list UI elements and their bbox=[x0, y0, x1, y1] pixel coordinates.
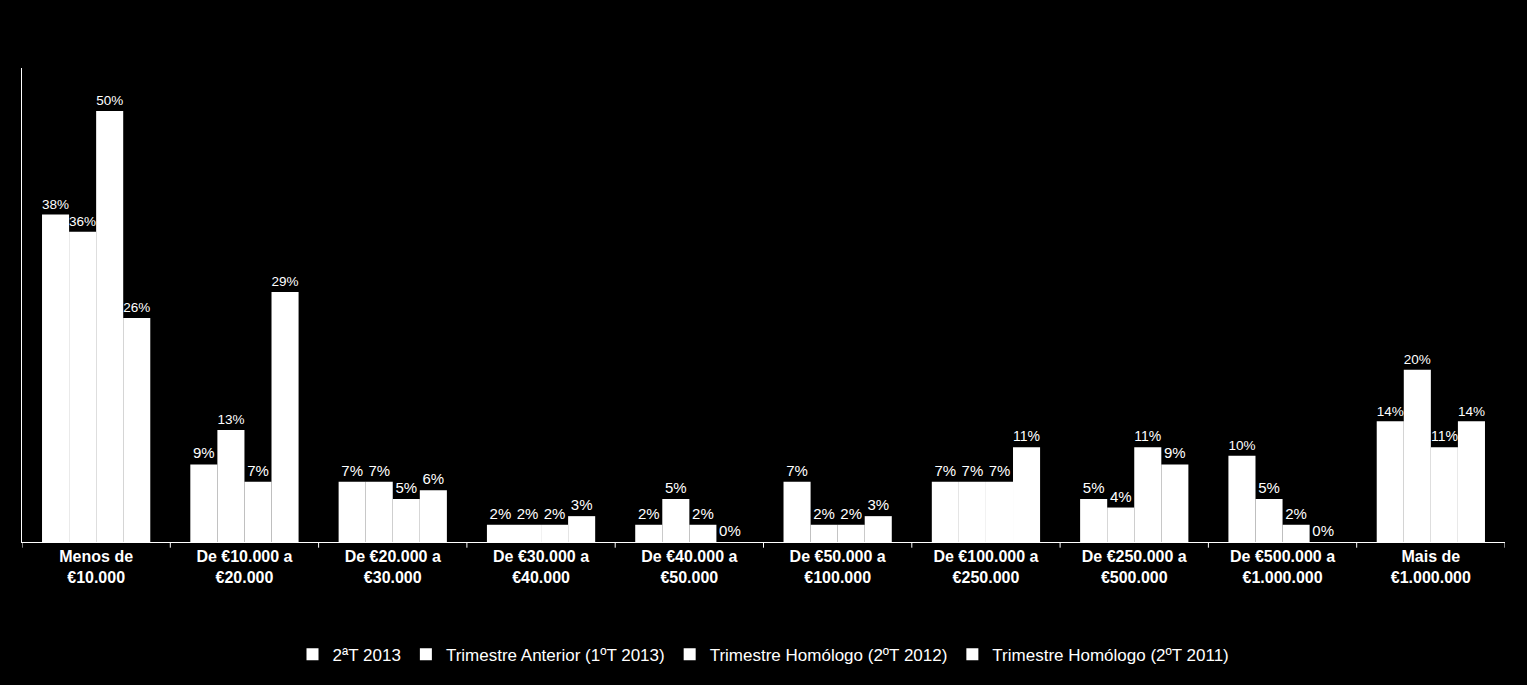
svg-text:14%: 14% bbox=[1377, 404, 1404, 419]
svg-text:13%: 13% bbox=[217, 412, 244, 427]
svg-text:3%: 3% bbox=[571, 496, 593, 513]
svg-text:De €100.000 a€250.000: De €100.000 a€250.000 bbox=[933, 548, 1038, 586]
svg-text:10%: 10% bbox=[1228, 438, 1255, 453]
svg-text:7%: 7% bbox=[989, 462, 1011, 479]
svg-text:De €50.000 a€100.000: De €50.000 a€100.000 bbox=[790, 548, 886, 586]
svg-text:2%: 2% bbox=[813, 505, 835, 522]
svg-text:De €40.000 a€50.000: De €40.000 a€50.000 bbox=[641, 548, 737, 586]
svg-text:De €500.000 a€1.000.000: De €500.000 a€1.000.000 bbox=[1230, 548, 1335, 586]
svg-text:14%: 14% bbox=[1458, 404, 1485, 419]
svg-text:9%: 9% bbox=[1164, 444, 1186, 461]
svg-text:50%: 50% bbox=[96, 93, 123, 108]
svg-text:4%: 4% bbox=[1110, 488, 1132, 505]
svg-text:2%: 2% bbox=[517, 505, 539, 522]
svg-text:11%: 11% bbox=[1431, 428, 1458, 444]
svg-text:20%: 20% bbox=[1404, 352, 1431, 367]
svg-text:9%: 9% bbox=[193, 444, 215, 461]
svg-text:36%: 36% bbox=[69, 214, 96, 229]
svg-text:Mais de€1.000.000: Mais de€1.000.000 bbox=[1391, 548, 1471, 586]
svg-text:2ªT 2013: 2ªT 2013 bbox=[333, 646, 401, 665]
svg-text:2%: 2% bbox=[490, 505, 512, 522]
svg-text:2%: 2% bbox=[840, 505, 862, 522]
svg-text:Trimestre Anterior (1ºT 2013): Trimestre Anterior (1ºT 2013) bbox=[446, 646, 665, 665]
svg-text:7%: 7% bbox=[786, 462, 808, 479]
svg-text:2%: 2% bbox=[692, 505, 714, 522]
svg-text:11%: 11% bbox=[1013, 428, 1040, 444]
svg-text:29%: 29% bbox=[272, 274, 299, 289]
svg-text:7%: 7% bbox=[935, 462, 957, 479]
svg-text:De €30.000 a€40.000: De €30.000 a€40.000 bbox=[493, 548, 589, 586]
svg-text:De €250.000 a€500.000: De €250.000 a€500.000 bbox=[1082, 548, 1187, 586]
svg-text:6%: 6% bbox=[423, 470, 445, 487]
svg-text:Menos de€10.000: Menos de€10.000 bbox=[59, 548, 133, 586]
svg-text:7%: 7% bbox=[962, 462, 984, 479]
svg-text:5%: 5% bbox=[1258, 479, 1280, 496]
svg-text:Trimestre Homólogo (2ºT 2012): Trimestre Homólogo (2ºT 2012) bbox=[710, 646, 948, 665]
svg-text:7%: 7% bbox=[368, 462, 390, 479]
svg-text:7%: 7% bbox=[341, 462, 363, 479]
svg-text:De €10.000 a€20.000: De €10.000 a€20.000 bbox=[196, 548, 292, 586]
svg-text:11%: 11% bbox=[1134, 428, 1161, 444]
svg-text:0%: 0% bbox=[1312, 522, 1334, 539]
svg-text:Trimestre Homólogo (2ºT 2011): Trimestre Homólogo (2ºT 2011) bbox=[992, 646, 1228, 665]
svg-text:7%: 7% bbox=[247, 462, 269, 479]
svg-text:2%: 2% bbox=[1285, 505, 1307, 522]
svg-text:De €20.000 a€30.000: De €20.000 a€30.000 bbox=[345, 548, 441, 586]
svg-text:2%: 2% bbox=[638, 505, 660, 522]
svg-text:0%: 0% bbox=[719, 522, 741, 539]
svg-text:3%: 3% bbox=[867, 496, 889, 513]
svg-text:5%: 5% bbox=[1083, 479, 1105, 496]
svg-text:26%: 26% bbox=[123, 300, 150, 315]
svg-text:38%: 38% bbox=[42, 197, 69, 212]
svg-text:2%: 2% bbox=[544, 505, 566, 522]
svg-text:5%: 5% bbox=[665, 479, 687, 496]
svg-text:5%: 5% bbox=[395, 479, 417, 496]
